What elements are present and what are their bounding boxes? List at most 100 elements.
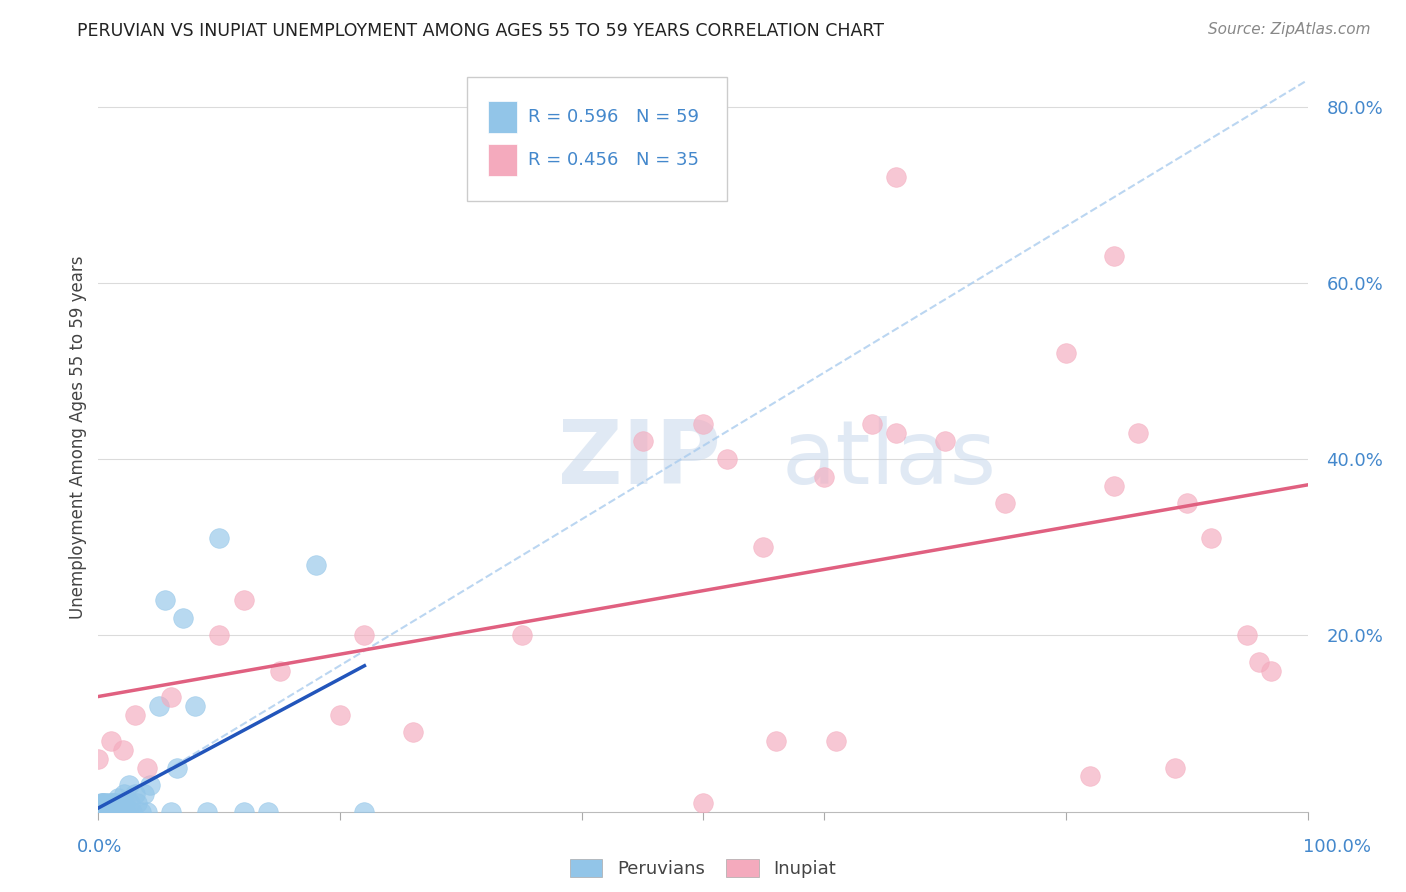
Point xyxy=(121,805,143,819)
Point xyxy=(93,805,115,819)
Point xyxy=(93,796,115,810)
Point xyxy=(1260,664,1282,678)
Point xyxy=(105,800,128,814)
FancyBboxPatch shape xyxy=(488,102,517,133)
Point xyxy=(329,707,352,722)
Point xyxy=(96,805,118,819)
Point xyxy=(100,796,122,810)
Point xyxy=(100,734,122,748)
Point xyxy=(98,805,121,819)
Point xyxy=(752,541,775,555)
Point xyxy=(208,532,231,546)
Point xyxy=(111,796,134,810)
Text: PERUVIAN VS INUPIAT UNEMPLOYMENT AMONG AGES 55 TO 59 YEARS CORRELATION CHART: PERUVIAN VS INUPIAT UNEMPLOYMENT AMONG A… xyxy=(77,22,884,40)
Point xyxy=(692,796,714,810)
Point xyxy=(118,778,141,792)
Text: ZIP: ZIP xyxy=(558,416,721,503)
Point xyxy=(166,761,188,775)
Point xyxy=(111,743,134,757)
Point xyxy=(1199,532,1222,546)
Text: N = 35: N = 35 xyxy=(637,151,700,169)
Point xyxy=(96,800,118,814)
Point xyxy=(100,796,122,810)
Point xyxy=(256,805,278,819)
Point xyxy=(90,796,112,810)
Point xyxy=(118,796,141,810)
Point xyxy=(232,805,254,819)
Point xyxy=(172,611,194,625)
Point xyxy=(124,707,146,722)
Point xyxy=(1102,478,1125,492)
Point xyxy=(105,805,128,819)
Point xyxy=(402,725,425,739)
Point xyxy=(89,800,111,814)
Point xyxy=(886,169,908,184)
Point xyxy=(716,452,738,467)
Point xyxy=(692,417,714,431)
Text: R = 0.596: R = 0.596 xyxy=(527,108,619,126)
Point xyxy=(135,761,157,775)
Point xyxy=(153,593,176,607)
Point xyxy=(1128,425,1150,440)
Point xyxy=(195,805,218,819)
Text: atlas: atlas xyxy=(782,416,997,503)
Point xyxy=(91,796,114,810)
Point xyxy=(1175,496,1198,510)
Point xyxy=(100,805,122,819)
Point xyxy=(114,796,136,810)
Point xyxy=(631,434,654,449)
Point xyxy=(93,800,115,814)
Point xyxy=(101,805,124,819)
Legend: Peruvians, Inupiat: Peruvians, Inupiat xyxy=(562,851,844,885)
Point xyxy=(87,752,110,766)
Point xyxy=(1163,761,1185,775)
Point xyxy=(97,796,120,810)
Y-axis label: Unemployment Among Ages 55 to 59 years: Unemployment Among Ages 55 to 59 years xyxy=(69,255,87,619)
Point xyxy=(208,628,231,642)
Point xyxy=(1078,769,1101,783)
Text: N = 59: N = 59 xyxy=(637,108,700,126)
Point xyxy=(129,805,152,819)
Point xyxy=(765,734,787,748)
Point xyxy=(886,425,908,440)
Point xyxy=(1249,655,1271,669)
Text: Source: ZipAtlas.com: Source: ZipAtlas.com xyxy=(1208,22,1371,37)
Point xyxy=(101,800,124,814)
FancyBboxPatch shape xyxy=(488,145,517,176)
Point xyxy=(107,791,129,805)
Point xyxy=(124,787,146,801)
Point xyxy=(110,805,132,819)
Point xyxy=(127,796,149,810)
Point xyxy=(108,805,131,819)
Point xyxy=(97,805,120,819)
Point xyxy=(108,796,131,810)
Point xyxy=(860,417,883,431)
Point xyxy=(510,628,533,642)
Point xyxy=(100,805,122,819)
Point xyxy=(104,805,127,819)
Point xyxy=(94,805,117,819)
Point xyxy=(103,796,125,810)
Point xyxy=(934,434,956,449)
Point xyxy=(353,805,375,819)
Text: 100.0%: 100.0% xyxy=(1303,838,1371,856)
Point xyxy=(91,805,114,819)
Point xyxy=(134,787,156,801)
Point xyxy=(115,805,138,819)
Point xyxy=(160,805,183,819)
Point xyxy=(813,469,835,483)
Point xyxy=(139,778,162,792)
Point xyxy=(1236,628,1258,642)
Point xyxy=(825,734,848,748)
Point xyxy=(353,628,375,642)
Point xyxy=(232,593,254,607)
Point xyxy=(160,690,183,705)
Point xyxy=(135,805,157,819)
Point xyxy=(184,698,207,713)
Point xyxy=(1102,249,1125,263)
Point xyxy=(269,664,291,678)
Point xyxy=(87,805,110,819)
Point xyxy=(112,787,135,801)
Point xyxy=(91,805,114,819)
Point xyxy=(994,496,1017,510)
